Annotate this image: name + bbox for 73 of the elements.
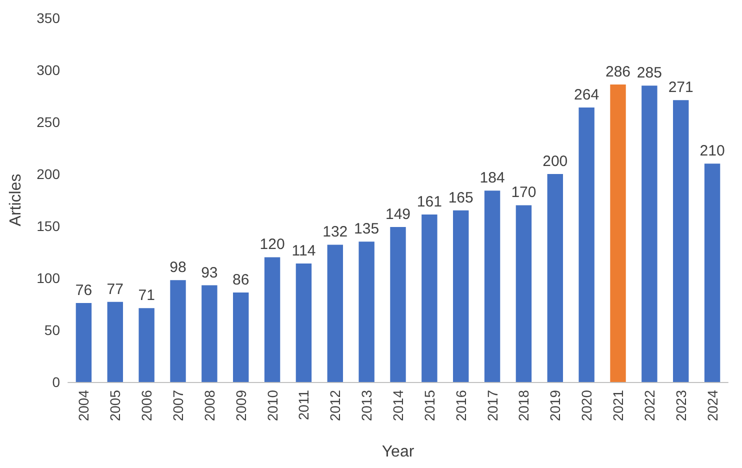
y-tick-label: 50 xyxy=(44,322,60,338)
y-axis-title: Articles xyxy=(8,174,24,226)
data-label: 271 xyxy=(668,79,694,96)
data-label: 77 xyxy=(106,280,124,298)
y-tick-label: 250 xyxy=(36,114,60,130)
bar xyxy=(107,302,123,382)
x-tick-label: 2007 xyxy=(170,390,186,422)
x-tick-label: 2010 xyxy=(264,390,280,422)
bar xyxy=(358,242,374,382)
data-label: 135 xyxy=(354,220,380,238)
data-label: 114 xyxy=(292,242,316,260)
x-tick-label: 2023 xyxy=(672,390,689,422)
x-tick-label: 2018 xyxy=(516,390,532,422)
y-tick-label: 200 xyxy=(36,166,60,182)
x-tick-label: 2008 xyxy=(201,390,218,422)
data-label: 210 xyxy=(700,142,725,160)
bar xyxy=(390,227,406,382)
data-label: 71 xyxy=(138,287,155,304)
x-tick-label: 2013 xyxy=(358,390,375,422)
bar xyxy=(516,205,532,382)
bar xyxy=(327,244,343,382)
bar xyxy=(484,190,500,382)
data-label: 93 xyxy=(201,264,218,282)
x-tick-label: 2006 xyxy=(138,390,155,422)
bar xyxy=(547,174,563,382)
x-tick-label: 2017 xyxy=(484,390,500,422)
y-tick-label: 350 xyxy=(36,10,60,26)
data-label: 285 xyxy=(636,64,662,82)
data-label: 76 xyxy=(75,282,92,299)
x-tick-label: 2004 xyxy=(76,390,92,422)
x-tick-label: 2005 xyxy=(107,390,124,422)
x-tick-label: 2009 xyxy=(232,390,249,422)
data-label: 286 xyxy=(605,64,631,81)
data-label: 120 xyxy=(260,236,285,254)
bar xyxy=(202,285,218,382)
x-tick-label: 2011 xyxy=(296,390,312,420)
bar xyxy=(704,164,720,382)
x-tick-label: 2015 xyxy=(421,390,438,422)
x-tick-label: 2020 xyxy=(578,390,595,422)
data-label: 200 xyxy=(542,153,568,170)
data-label: 149 xyxy=(385,206,411,224)
bar xyxy=(138,308,154,382)
bar xyxy=(642,86,658,382)
bar xyxy=(76,302,92,382)
y-tick-label: 0 xyxy=(52,374,60,390)
data-label: 132 xyxy=(322,224,348,241)
x-tick-label: 2014 xyxy=(390,390,406,422)
data-label: 264 xyxy=(574,86,600,104)
x-tick-label: 2012 xyxy=(327,390,344,422)
x-tick-label: 2022 xyxy=(641,390,658,422)
data-label: 170 xyxy=(511,184,536,202)
bar xyxy=(264,257,280,382)
y-tick-label: 100 xyxy=(36,270,60,286)
x-axis-title: Year xyxy=(382,444,415,460)
x-tick-label: 2016 xyxy=(452,390,469,422)
x-tick-label: 2019 xyxy=(547,390,564,422)
bar xyxy=(673,100,689,382)
bar xyxy=(170,280,186,382)
y-tick-label: 300 xyxy=(36,62,60,78)
data-label: 184 xyxy=(480,170,505,187)
bar xyxy=(578,107,594,382)
bar xyxy=(422,214,438,382)
bar xyxy=(610,84,626,382)
y-tick-label: 150 xyxy=(36,218,60,234)
data-label: 98 xyxy=(170,259,186,276)
x-tick-label: 2021 xyxy=(610,390,626,422)
x-tick-label: 2024 xyxy=(704,390,720,422)
bar xyxy=(453,210,469,382)
bar xyxy=(296,263,312,382)
data-label: 165 xyxy=(448,189,474,206)
data-label: 86 xyxy=(232,272,250,289)
bar xyxy=(233,292,249,382)
data-label: 161 xyxy=(416,194,442,211)
